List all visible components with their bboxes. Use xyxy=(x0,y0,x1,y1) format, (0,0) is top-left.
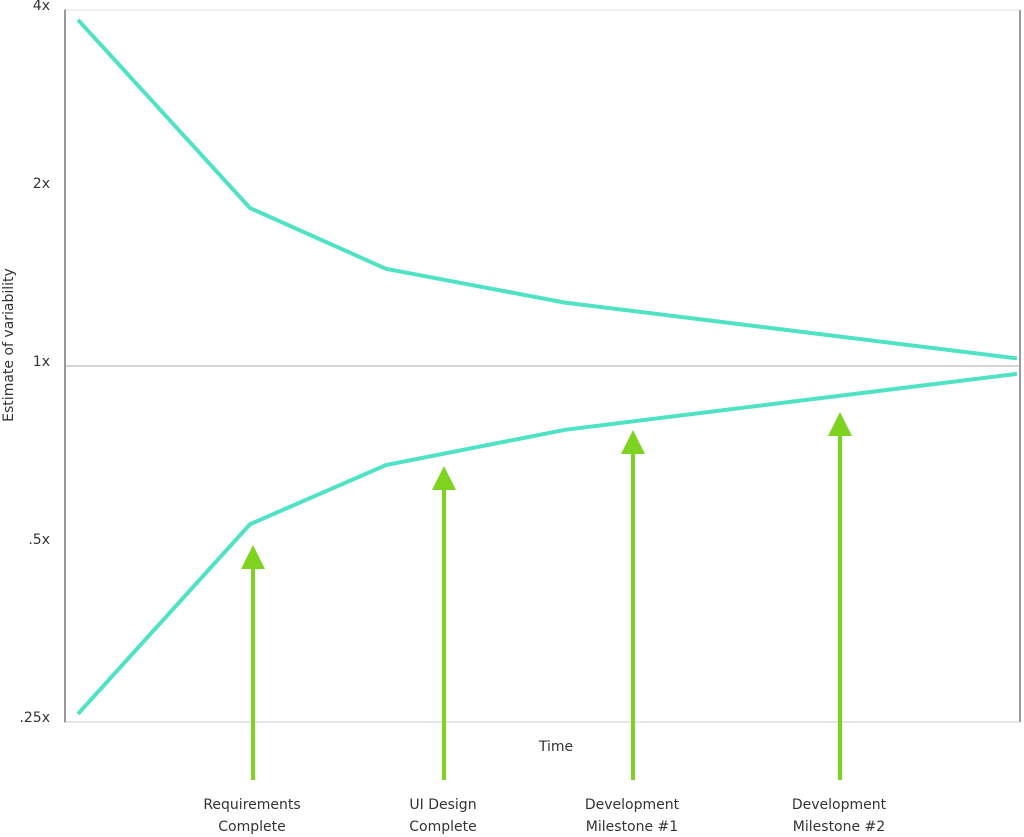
y-tick-label: 4x xyxy=(33,0,50,14)
milestone-label: UI Design xyxy=(409,797,476,813)
milestone-label: Development xyxy=(585,797,680,813)
milestone-arrow-head xyxy=(432,466,456,490)
y-tick-label: 2x xyxy=(33,176,50,192)
y-axis-label: Estimate of variability xyxy=(1,268,17,422)
series-line xyxy=(76,18,1018,361)
y-tick-label: .25x xyxy=(19,710,50,726)
milestone-arrow-head xyxy=(241,545,265,569)
milestone-arrow-head xyxy=(828,412,852,436)
milestone-label: Complete xyxy=(218,819,285,835)
milestone-label: Requirements xyxy=(203,797,300,813)
milestone-arrow-head xyxy=(621,430,645,454)
milestone-label: Milestone #2 xyxy=(793,819,885,835)
x-axis-label: Time xyxy=(538,739,573,755)
series-line xyxy=(76,371,1018,716)
y-tick-label: 1x xyxy=(33,354,50,370)
y-tick-label: .5x xyxy=(28,532,50,548)
milestone-label: Development xyxy=(792,797,887,813)
milestone-label: Milestone #1 xyxy=(586,819,678,835)
milestone-label: Complete xyxy=(409,819,476,835)
